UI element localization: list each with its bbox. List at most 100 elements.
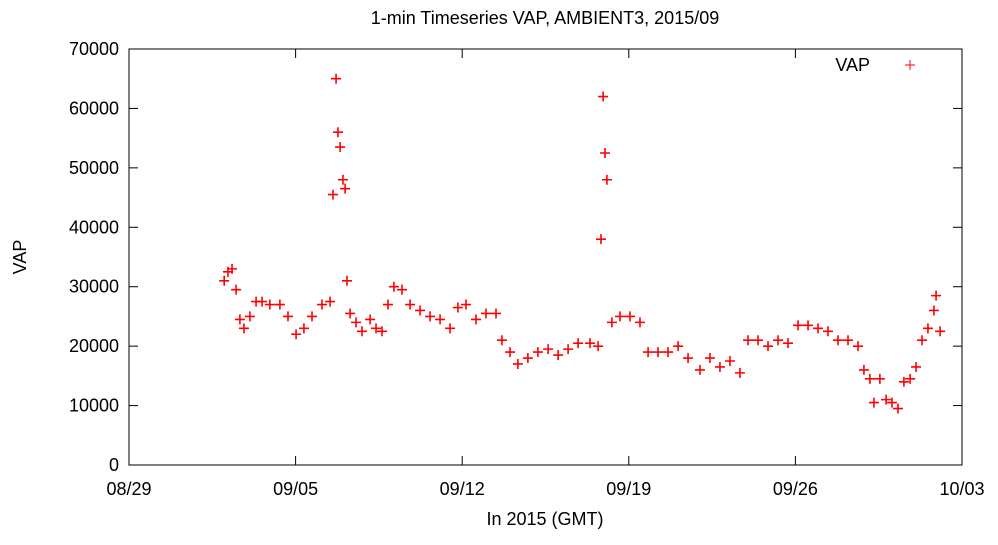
point [335,142,346,153]
point [734,367,745,378]
point [585,338,596,349]
point [435,314,446,325]
point [773,335,784,346]
point [376,326,387,337]
point [911,361,922,372]
point [425,311,436,322]
point [905,373,916,384]
point [714,361,725,372]
y-tick-label: 70000 [69,39,119,59]
x-tick-label: 09/19 [606,479,651,499]
point [563,344,574,355]
point [274,299,285,310]
point [452,302,463,313]
point [337,174,348,185]
point [231,284,242,295]
point [881,394,892,405]
point [396,284,407,295]
plot-frame [128,48,963,466]
point [864,373,875,384]
point [601,174,612,185]
x-tick-label: 10/03 [939,479,984,499]
point [405,299,416,310]
point [331,73,342,84]
y-tick-label: 10000 [69,396,119,416]
point [342,275,353,286]
point [694,364,705,375]
point [490,308,501,319]
point [935,326,946,337]
y-axis-label: VAP [10,240,30,275]
point [892,403,903,414]
point [543,344,554,355]
point [593,341,604,352]
point [763,341,774,352]
point [388,281,399,292]
point [327,189,338,200]
x-tick-label: 09/05 [273,479,318,499]
point [595,234,606,245]
point [858,364,869,375]
point [282,311,293,322]
y-tick-label: 60000 [69,98,119,118]
point [291,329,302,340]
point [496,335,507,346]
point [481,308,491,319]
point [351,317,362,328]
point [512,358,523,369]
point [445,323,456,334]
y-tick-label: 0 [109,455,119,475]
point [743,335,754,346]
point [803,320,814,331]
point [917,335,928,346]
point [264,299,275,310]
point [634,317,645,328]
x-tick-label: 08/29 [106,479,151,499]
point [931,290,942,301]
point [724,356,735,366]
point [532,347,543,358]
y-tick-label: 20000 [69,336,119,356]
point [683,353,694,364]
point [823,326,834,337]
point [922,323,933,334]
point [842,335,853,346]
point [357,326,368,337]
point [307,311,318,322]
x-tick-label: 09/26 [773,479,818,499]
point [868,397,879,408]
point [553,350,564,361]
point [219,275,230,286]
chart-title: 1-min Timeseries VAP, AMBIENT3, 2015/09 [371,8,720,28]
point [234,314,245,325]
point [653,347,664,358]
point [505,347,516,358]
point [227,263,238,274]
point [663,347,674,358]
point [614,311,625,322]
point [382,299,393,310]
y-tick-label: 40000 [69,217,119,237]
point [522,353,533,364]
point [704,353,715,364]
x-axis-label: In 2015 (GMT) [486,509,603,529]
point [415,305,426,316]
y-tick-label: 30000 [69,277,119,297]
point [461,299,472,310]
point [643,347,654,358]
point [325,296,336,307]
point [783,338,794,349]
legend-marker [905,60,915,70]
point [317,299,328,310]
point [371,323,382,334]
point [793,320,804,331]
point [624,311,635,322]
point [928,305,939,316]
point [365,314,376,325]
x-tick-label: 09/12 [440,479,485,499]
point [600,148,610,158]
point [833,335,844,346]
point [598,91,609,102]
point [813,323,824,334]
